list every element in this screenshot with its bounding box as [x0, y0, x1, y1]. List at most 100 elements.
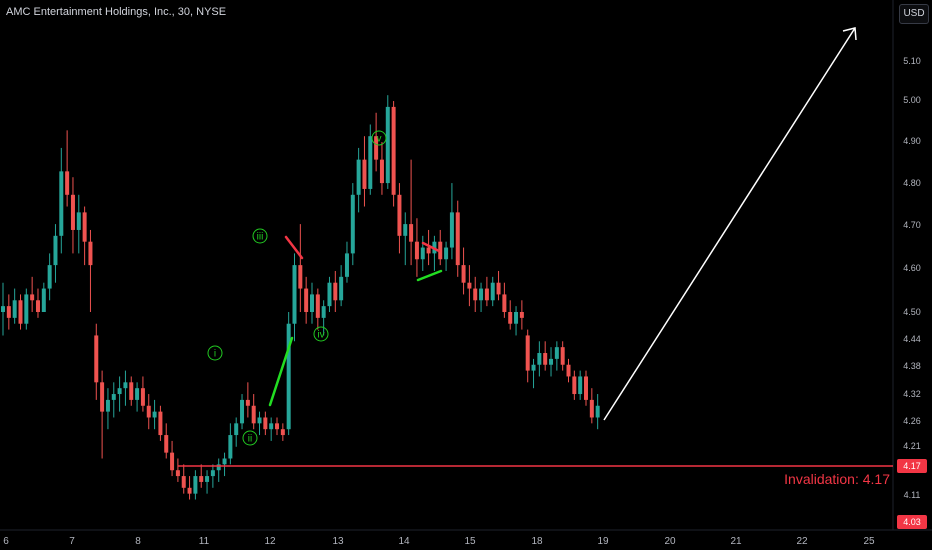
candle-body [269, 423, 274, 430]
time-tick-label: 6 [3, 536, 9, 547]
candle-body [47, 265, 52, 289]
price-tick-label: 5.00 [903, 95, 921, 105]
candle-body [53, 235, 58, 266]
candle-body [245, 399, 250, 406]
wave-label: iv [317, 330, 324, 341]
price-tick-label: 4.90 [903, 136, 921, 146]
candle-body [514, 312, 519, 324]
candle-body [554, 347, 559, 359]
candle-body [385, 106, 390, 184]
projection-arrow[interactable] [603, 27, 856, 421]
candle-body [595, 405, 600, 418]
candle-body [496, 282, 501, 295]
wave-label: ii [248, 434, 252, 445]
candle-body [403, 224, 408, 236]
time-axis[interactable]: 6 7 8 11 12 13 14 15 18 19 20 21 22 25 [3, 536, 875, 547]
candle-body [304, 288, 309, 312]
candle-body [543, 353, 548, 365]
candle-body [414, 241, 419, 260]
candle-body [519, 312, 524, 318]
candle-body [82, 212, 87, 242]
wave-label: iii [257, 232, 264, 243]
time-tick-label: 20 [664, 536, 676, 547]
candle-body [397, 194, 402, 236]
candle-body [12, 300, 17, 318]
candle-body [327, 282, 332, 307]
wave-label-circle [242, 430, 258, 446]
candle-body [117, 388, 122, 395]
trend-marker[interactable] [421, 241, 441, 253]
candle-body [24, 294, 29, 324]
candle-body [490, 282, 495, 301]
time-tick-label: 7 [69, 536, 75, 547]
price-tick-label: 4.21 [903, 441, 921, 451]
price-tick-label: 4.11 [904, 490, 921, 500]
candle-body [263, 417, 268, 430]
price-axis[interactable]: 5.10 5.00 4.90 4.80 4.70 4.60 4.50 4.44 4.38 4.32… [897, 56, 927, 529]
time-tick-label: 13 [332, 536, 344, 547]
candle-body [426, 247, 431, 254]
candle-body [339, 276, 344, 301]
trend-marker[interactable] [284, 235, 304, 260]
price-tick-label: 4.32 [903, 389, 921, 399]
candle-body [193, 476, 198, 494]
candle-body [589, 399, 594, 418]
candle-body [350, 194, 355, 254]
candle-body [508, 312, 513, 324]
candle-body [525, 335, 530, 371]
arrow-head-icon [842, 27, 857, 41]
time-tick-label: 15 [464, 536, 476, 547]
wave-label-circle [313, 326, 329, 342]
price-tick-label: 4.80 [903, 178, 921, 188]
candle-body [65, 171, 70, 195]
price-badge-label: 4.17 [903, 461, 921, 471]
candle-body [560, 347, 565, 365]
candle-body [280, 429, 285, 436]
candle-body [409, 224, 414, 242]
candle-body [438, 241, 443, 260]
candle-body [344, 253, 349, 277]
candle-body [549, 358, 554, 365]
candle-body [321, 306, 326, 318]
price-tick-label: 4.70 [903, 220, 921, 230]
candle-body [35, 300, 40, 312]
candle-body [164, 435, 169, 453]
candle-body [70, 194, 75, 230]
candle-body [333, 282, 338, 301]
price-tick-label: 4.60 [903, 263, 921, 273]
wave-label-circle [207, 345, 223, 361]
candle-body [461, 265, 466, 283]
candle-body [479, 288, 484, 301]
candle-body [315, 294, 320, 318]
candle-body [216, 464, 221, 471]
candle-body [234, 423, 239, 436]
wave-label: i [214, 349, 216, 360]
currency-button[interactable]: USD [899, 4, 929, 24]
candle-body [473, 288, 478, 301]
trend-marker[interactable] [268, 336, 294, 407]
candle-body [298, 265, 303, 289]
time-tick-label: 25 [863, 536, 875, 547]
candle-body [1, 306, 5, 312]
candle-body [222, 458, 227, 465]
candle-body [275, 423, 280, 430]
candle-body [111, 394, 116, 400]
candle-body [537, 353, 542, 365]
time-tick-label: 12 [264, 536, 276, 547]
trend-marker[interactable] [416, 269, 443, 282]
time-tick-label: 11 [199, 536, 210, 547]
candle-body [584, 376, 588, 400]
price-tick-label: 4.50 [903, 307, 921, 317]
candle-body [140, 388, 145, 406]
candle-body [484, 288, 489, 301]
candle-body [502, 294, 507, 312]
candle-body [578, 376, 583, 395]
time-tick-label: 22 [796, 536, 808, 547]
candle-body [199, 476, 204, 482]
time-tick-label: 21 [730, 536, 742, 547]
time-tick-label: 18 [531, 536, 543, 547]
candle-body [41, 288, 46, 312]
candle-body [94, 335, 99, 383]
candle-body [251, 405, 256, 424]
